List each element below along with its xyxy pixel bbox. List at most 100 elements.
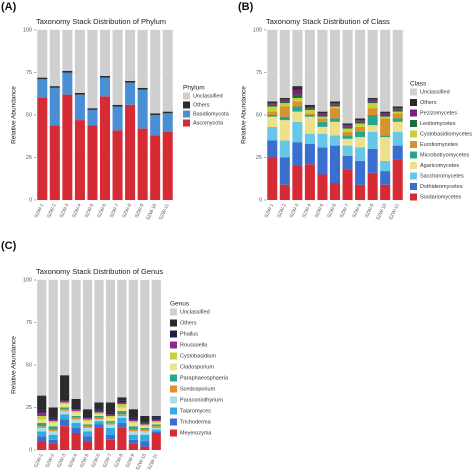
x-tick-label: SZW-10: [375, 203, 388, 222]
bar-segment: [367, 172, 378, 200]
bar-segment: [48, 280, 58, 408]
legend-swatch: [410, 193, 417, 201]
bar-segment: [137, 128, 148, 200]
bar-segment: [151, 431, 161, 433]
bar-segment: [355, 120, 366, 122]
bar-segment: [317, 30, 328, 112]
bar-segment: [151, 433, 161, 450]
bar-segment: [367, 30, 378, 98]
legend-swatch: [170, 352, 177, 360]
bar-segment: [82, 280, 93, 410]
bar-segment: [151, 427, 161, 430]
bar-segment: [392, 108, 403, 110]
bar-segment: [279, 120, 290, 141]
bar-segment: [140, 429, 150, 432]
bar-segment: [48, 429, 58, 432]
bar-segment: [292, 86, 303, 90]
bar-segment: [60, 402, 70, 405]
bar-segment: [137, 89, 148, 129]
legend-label: Ascomycota: [193, 120, 224, 126]
bar-segment: [117, 422, 127, 428]
bar-segment: [279, 103, 290, 107]
bar-segment: [105, 427, 116, 435]
bar-segment: [317, 121, 328, 127]
bar-segment: [117, 417, 127, 423]
bar-segment: [105, 439, 116, 450]
bar-segment: [105, 414, 116, 416]
bar-segment: [117, 407, 127, 411]
bar-segment: [125, 104, 136, 200]
bar-segment: [71, 412, 81, 416]
legend-title: Genus: [170, 301, 190, 308]
legend-swatch: [410, 151, 417, 159]
bar-segment: [71, 419, 81, 423]
y-tick-label: 25: [26, 405, 32, 411]
bar-segment: [329, 121, 341, 136]
legend-label: Pezizomycetes: [420, 110, 457, 116]
legend-label: Others: [193, 102, 210, 108]
bar-segment: [94, 416, 104, 418]
bar-segment: [392, 121, 403, 132]
bar-segment: [62, 30, 73, 71]
bar-segment: [392, 159, 403, 200]
bar-segment: [304, 164, 315, 200]
bar-segment: [380, 160, 391, 172]
bar-segment: [267, 30, 278, 102]
bar-segment: [140, 422, 150, 425]
bar-segment: [267, 126, 278, 141]
legend-label: Others: [420, 100, 437, 106]
bar-segment: [82, 424, 93, 427]
bar-segment: [117, 414, 127, 416]
x-tick-label: SZW-5: [314, 203, 326, 219]
bar-segment: [267, 106, 278, 112]
x-tick-label: SZW-3: [289, 203, 301, 219]
bar-segment: [37, 427, 47, 432]
bar-segment: [112, 104, 123, 107]
bar-segment: [128, 419, 138, 422]
bar-segment: [267, 157, 278, 200]
bar-segment: [125, 30, 136, 81]
x-tick-label: SZW-2: [276, 203, 288, 219]
legend-label: Paraconiothyrium: [180, 397, 223, 403]
bar-segment: [99, 77, 111, 97]
bar-segment: [71, 407, 81, 410]
bar-segment: [355, 184, 366, 200]
bar-segment: [60, 407, 70, 410]
bar-segment: [137, 30, 148, 88]
bar-segment: [94, 414, 104, 416]
legend-swatch: [410, 88, 417, 96]
legend-label: Eurotiomycetes: [420, 142, 458, 148]
bar-segment: [37, 79, 48, 98]
bar-segment: [151, 429, 161, 432]
legend-swatch: [170, 319, 177, 327]
bar-segment: [37, 77, 48, 80]
bar-segment: [342, 128, 353, 132]
bar-segment: [48, 439, 58, 444]
y-tick-label: 75: [26, 320, 32, 326]
x-tick-label: SZW-10: [135, 453, 148, 472]
bar-segment: [48, 419, 58, 422]
x-tick-label: SZW-3: [59, 203, 71, 219]
bar-segment: [292, 111, 303, 122]
legend-swatch: [410, 141, 417, 148]
bar-segment: [82, 409, 93, 416]
legend-swatch: [410, 183, 417, 190]
bar-segment: [128, 439, 138, 444]
bar-segment: [355, 121, 366, 124]
x-tick-label: SZW-5: [84, 203, 96, 219]
bar-segment: [317, 115, 328, 117]
bar-segment: [37, 412, 47, 416]
bar-segment: [304, 30, 315, 105]
bar-segment: [150, 115, 161, 136]
bar-segment: [329, 135, 341, 146]
bar-segment: [82, 417, 93, 420]
bar-segment: [292, 166, 303, 200]
legend-label: Trichoderma: [180, 419, 212, 425]
bar-segment: [140, 434, 150, 442]
bar-segment: [292, 89, 303, 95]
x-tick-label: SZW-9: [364, 203, 376, 219]
bar-segment: [49, 125, 60, 200]
bar-segment: [94, 412, 104, 415]
bar-segment: [367, 98, 378, 100]
bar-segment: [117, 404, 127, 408]
